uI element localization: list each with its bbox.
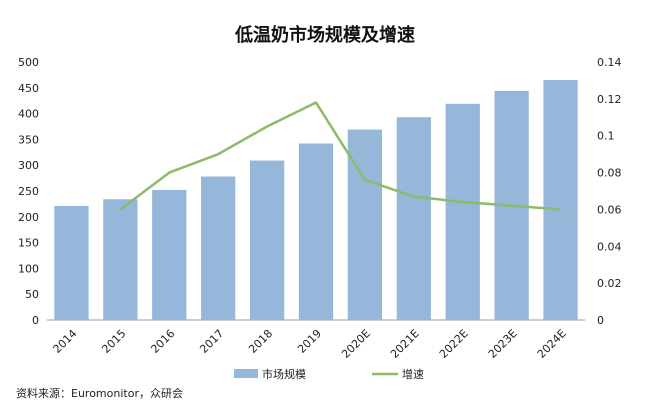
bar [152, 189, 187, 320]
right-y-tick-label: 0.14 [597, 56, 622, 69]
chart-title: 低温奶市场规模及增速 [234, 24, 415, 46]
right-y-tick-label: 0 [597, 314, 604, 327]
x-tick-label: 2014 [51, 327, 80, 356]
right-y-tick-label: 0.08 [597, 167, 622, 180]
x-tick-label: 2023E [486, 327, 520, 361]
x-tick-label: 2018 [246, 327, 275, 356]
left-y-tick-label: 350 [18, 133, 39, 146]
bar [347, 129, 383, 320]
legend-label-growth: 增速 [402, 367, 424, 381]
right-y-tick-label: 0.02 [597, 277, 622, 290]
left-y-tick-label: 250 [18, 185, 39, 198]
bar [396, 117, 431, 320]
legend-label-market-size: 市场规模 [262, 367, 306, 381]
x-tick-label: 2016 [148, 327, 177, 356]
line-series-growth [119, 101, 561, 211]
legend-swatch-market-size [234, 369, 258, 378]
growth-line [119, 101, 561, 211]
bar [445, 103, 480, 321]
left-y-tick-label: 150 [18, 237, 39, 250]
right-y-tick-label: 0.1 [597, 130, 615, 143]
left-y-tick-label: 200 [18, 211, 39, 224]
left-y-tick-label: 500 [18, 56, 39, 69]
x-tick-label: 2022E [437, 327, 471, 361]
x-tick-label: 2017 [197, 327, 226, 356]
bar [249, 160, 285, 320]
left-y-axis: 0 50 100 150 200 250 300 350 400 450 500 [18, 56, 39, 327]
bar [201, 176, 236, 320]
left-y-tick-label: 400 [18, 108, 39, 121]
x-axis: 2014 2015 2016 2017 2018 2019 2020E 2021E 2022E 2… [47, 319, 585, 361]
right-y-tick-label: 0.12 [597, 93, 622, 106]
x-tick-label: 2024E [535, 327, 569, 361]
left-y-tick-label: 450 [18, 82, 39, 95]
x-tick-label: 2020E [339, 327, 373, 361]
x-tick-label: 2019 [295, 327, 324, 356]
left-y-tick-label: 0 [32, 314, 39, 327]
bar [543, 80, 578, 320]
bar [54, 205, 89, 320]
x-tick-label: 2015 [99, 327, 128, 356]
bar [298, 143, 334, 320]
x-tick-label: 2021E [388, 327, 422, 361]
right-y-axis: 0 0.02 0.04 0.06 0.08 0.1 0.12 0.14 [597, 56, 622, 327]
right-y-tick-label: 0.04 [597, 240, 622, 253]
left-y-tick-label: 100 [18, 262, 39, 275]
bar [103, 199, 138, 320]
source-note: 资料来源：Euromonitor，众研会 [16, 386, 183, 400]
left-y-tick-label: 300 [18, 159, 39, 172]
right-y-tick-label: 0.06 [597, 203, 622, 216]
left-y-tick-label: 50 [25, 288, 39, 301]
legend: 市场规模 增速 [234, 367, 424, 381]
